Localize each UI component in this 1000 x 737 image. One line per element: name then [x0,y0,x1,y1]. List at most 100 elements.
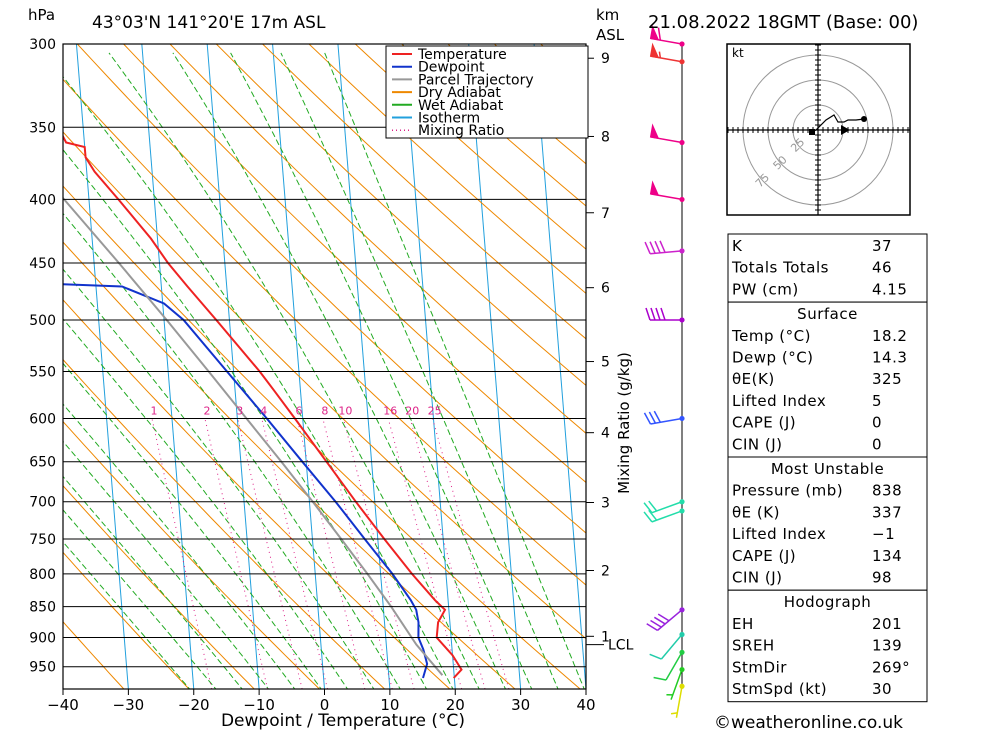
most-unstable-row-label: Pressure (mb) [732,482,843,500]
isotherm-line [469,44,521,689]
wind-barb [647,607,685,630]
wind-barb [671,684,685,718]
x-tick-label: 40 [576,696,595,714]
legend-entry-label: Mixing Ratio [418,123,504,139]
height-tick-label: 6 [601,281,610,297]
hodograph-start-marker [809,129,815,135]
mixing-ratio-line [323,419,392,690]
indices-top-row-label: Totals Totals [731,259,829,277]
wind-barb [650,44,684,64]
pressure-tick-label: 850 [29,600,56,616]
pressure-tick-label: 300 [29,37,56,53]
mixing-ratio-line [388,419,462,690]
surface-row-label: Lifted Index [732,392,826,410]
wet-adiabat-line [0,53,428,692]
surface-row-label: CIN (J) [732,435,783,453]
indices-top-row-value: 4.15 [872,280,907,298]
mixing-ratio-tick-label: 6 [295,404,302,417]
surface-row-value: 0 [872,435,882,453]
surface-row-value: 5 [872,392,882,410]
dry-adiabat-line [0,44,645,689]
mixing-ratio-tick-label: 16 [383,404,397,417]
pressure-tick-label: 450 [29,256,56,272]
x-tick-label: −40 [47,696,79,714]
surface-row-label: CAPE (J) [732,414,796,432]
x-tick-label: 30 [511,696,530,714]
surface-row-label: θE(K) [732,370,775,388]
height-tick-label: 4 [601,426,610,442]
km-unit-label: km [596,6,619,24]
most-unstable-row-value: 838 [872,482,902,500]
height-tick-label: 5 [601,355,610,371]
mixing-ratio-tick-label: 20 [405,404,419,417]
surface-row-label: Temp (°C) [731,327,811,345]
most-unstable-title: Most Unstable [771,460,884,478]
surface-row-value: 0 [872,414,882,432]
pressure-tick-label: 950 [29,660,56,676]
hpa-unit-label: hPa [28,6,55,24]
indices-top-row-label: K [732,237,743,255]
indices-top-row-value: 46 [872,259,892,277]
most-unstable-row-label: θE (K) [732,503,780,521]
pressure-tick-label: 900 [29,631,56,647]
pressure-tick-label: 500 [29,313,56,329]
asl-unit-label: ASL [596,26,625,44]
copyright-footer: ©weatheronline.co.uk [714,713,903,733]
pressure-tick-label: 700 [29,495,56,511]
wet-adiabat-line [325,53,586,692]
x-tick-label: −30 [113,696,145,714]
height-tick-label: 9 [601,51,610,67]
wind-barb [645,241,685,254]
pressure-tick-label: 650 [29,455,56,471]
hodograph-indices-row-label: SREH [732,637,775,655]
surface-row-value: 14.3 [872,349,907,367]
wet-adiabat-line [0,53,376,692]
mixing-ratio-line [262,419,328,690]
hodograph-indices-title: Hodograph [784,593,872,611]
mixing-ratio-tick-label: 2 [203,404,210,417]
hodograph-indices-row-label: EH [732,615,754,633]
pressure-tick-label: 750 [29,532,56,548]
mixing-ratio-tick-label: 3 [236,404,243,417]
hodograph-indices-row-value: 201 [872,615,902,633]
hodograph-indices-row-label: StmDir [732,658,787,676]
hodograph-indices-row-value: 269° [872,658,910,676]
mixing-ratio-tick-label: 4 [260,404,267,417]
datetime-title: 21.08.2022 18GMT (Base: 00) [648,12,918,33]
height-tick-label: 2 [601,563,610,579]
wet-adiabat-line [44,53,454,692]
indices-top-row-value: 37 [872,237,892,255]
mixing-ratio-tick-label: 10 [338,404,352,417]
most-unstable-row-value: 337 [872,503,902,521]
location-title: 43°03'N 141°20'E 17m ASL [92,13,326,33]
most-unstable-row-label: Lifted Index [732,525,826,543]
pressure-tick-label: 350 [29,120,56,136]
mixing-ratio-tick-label: 8 [321,404,328,417]
hodograph-indices-row-value: 139 [872,637,902,655]
indices-top-row-label: PW (cm) [732,280,799,298]
x-axis-label: Dewpoint / Temperature (°C) [221,711,465,731]
pressure-tick-label: 600 [29,411,56,427]
wind-barb [644,411,684,424]
wind-barb [650,632,685,659]
height-tick-label: 7 [601,206,610,222]
most-unstable-row-value: 98 [872,569,892,587]
pressure-tick-label: 800 [29,567,56,583]
x-tick-label: −20 [178,696,210,714]
mixing-ratio-tick-label: 1 [151,404,158,417]
surface-row-label: Dewp (°C) [732,349,814,367]
isotherm-line [142,44,194,689]
dry-adiabat-line [0,44,385,689]
surface-title: Surface [797,305,858,323]
pressure-tick-label: 550 [29,364,56,380]
wind-barb [646,308,685,323]
height-tick-label: 3 [601,496,610,512]
parcel-trajectory-profile-line [0,44,442,675]
hodograph-end-marker [861,116,867,122]
isotherm-line [207,44,259,689]
pressure-tick-label: 400 [29,192,56,208]
height-tick-label: 8 [601,129,610,145]
lcl-label: LCL [608,638,634,654]
dry-adiabat-line [0,44,515,689]
